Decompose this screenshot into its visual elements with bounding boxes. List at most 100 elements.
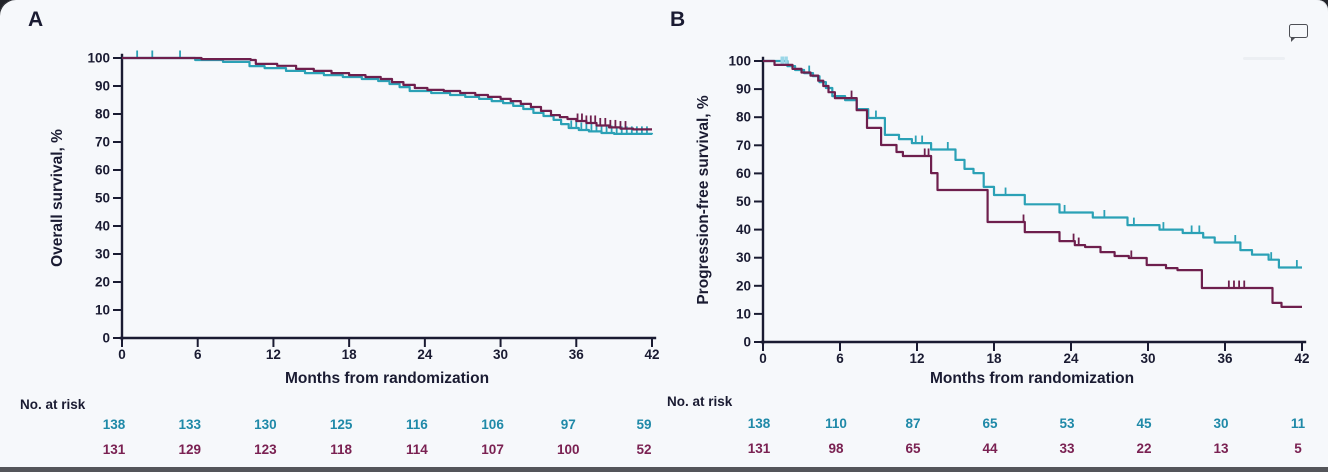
at-risk-value: 114	[406, 442, 428, 457]
at-risk-value: 30	[1213, 416, 1228, 431]
at-risk-value: 131	[748, 441, 771, 456]
at-risk-value: 107	[481, 442, 504, 457]
x-tick-label: 24	[417, 347, 433, 362]
at-risk-value: 106	[481, 417, 504, 432]
x-tick-label: 36	[569, 347, 585, 362]
x-tick-label: 36	[1217, 351, 1233, 366]
y-tick-label: 80	[736, 110, 751, 125]
panel-letter-b: B	[670, 8, 686, 31]
at-risk-row-arm-2-purple: 131 129 123 118 114 107 100 52	[103, 442, 652, 457]
arm-1-teal-censor-marks	[136, 50, 648, 135]
at-risk-value: 138	[748, 416, 771, 431]
series-arm-1-teal	[763, 56, 1302, 269]
at-risk-value: 130	[254, 417, 277, 432]
axes	[754, 56, 1307, 351]
y-axis-title-progression-free-survival: Progression-free survival, %	[695, 95, 712, 305]
arm-1-teal-curve	[122, 56, 654, 135]
at-risk-value: 53	[1059, 416, 1075, 431]
y-tick-label: 0	[743, 335, 751, 350]
y-tick-label: 70	[736, 138, 751, 153]
arm-2-purple-curve	[122, 56, 652, 131]
at-risk-value: 138	[103, 417, 126, 432]
at-risk-row-arm-1-teal: 138 133 130 125 116 106 97 59	[103, 417, 652, 432]
at-risk-value: 44	[982, 441, 998, 456]
at-risk-value: 123	[254, 442, 277, 457]
y-tick-label: 50	[736, 194, 751, 209]
tick-labels: 0 10 20 30 40 50 60 70 80 90 100 0 6 12 18 24 30 36 42	[728, 54, 1309, 367]
at-risk-value: 98	[828, 441, 844, 456]
arm-1-teal-curve	[763, 59, 1302, 269]
at-risk-value: 11	[1291, 416, 1306, 431]
y-tick-label: 80	[95, 107, 110, 122]
at-risk-row-arm-2-purple: 131 98 65 44 33 22 13 5	[748, 441, 1303, 456]
at-risk-value: 22	[1136, 441, 1151, 456]
series-arm-2-purple	[763, 59, 1302, 308]
at-risk-value: 13	[1213, 441, 1229, 456]
y-tick-label: 40	[736, 222, 751, 237]
no-at-risk-label-panel-b: No. at risk	[667, 394, 733, 409]
x-tick-label: 42	[644, 347, 659, 362]
faint-highlight-mark	[1243, 57, 1285, 60]
at-risk-table: 138 110 87 65 53 45 30 11 131 98 65 44 33 22 13 5	[748, 416, 1306, 456]
at-risk-table: 138 133 130 125 116 106 97 59 131 129 123 118 114 107…	[103, 417, 652, 457]
at-risk-value: 131	[103, 442, 126, 457]
x-tick-label: 30	[1140, 351, 1155, 366]
arm-1-teal-censor-marks	[780, 56, 1298, 269]
y-tick-label: 60	[736, 166, 751, 181]
y-tick-label: 30	[736, 250, 751, 265]
x-axis-title-panel-a: Months from randomization	[284, 370, 490, 387]
x-tick-label: 18	[986, 351, 1002, 366]
y-tick-label: 40	[95, 219, 110, 234]
x-tick-label: 6	[836, 351, 844, 366]
x-tick-label: 0	[118, 347, 126, 362]
at-risk-value: 59	[636, 417, 651, 432]
x-tick-label: 42	[1294, 351, 1309, 366]
series-arm-2-purple	[122, 56, 652, 131]
panel-letter-a: A	[28, 8, 44, 31]
x-tick-label: 12	[266, 347, 281, 362]
comment-bubble-icon[interactable]	[1289, 24, 1308, 42]
at-risk-value: 52	[636, 442, 651, 457]
y-tick-label: 100	[87, 51, 110, 66]
screenshot-corner-top-left	[0, 0, 16, 16]
y-axis-title-overall-survival: Overall survival, %	[49, 129, 66, 267]
at-risk-value: 33	[1059, 441, 1075, 456]
at-risk-value: 87	[905, 416, 920, 431]
at-risk-row-arm-1-teal: 138 110 87 65 53 45 30 11	[748, 416, 1306, 431]
arm-2-purple-curve	[763, 59, 1302, 308]
at-risk-value: 133	[178, 417, 201, 432]
at-risk-value: 118	[330, 442, 352, 457]
y-tick-label: 10	[736, 306, 751, 321]
at-risk-value: 97	[561, 417, 576, 432]
at-risk-value: 65	[982, 416, 998, 431]
y-tick-label: 70	[95, 135, 110, 150]
y-tick-label: 0	[102, 331, 110, 346]
at-risk-value: 65	[905, 441, 921, 456]
y-tick-label: 10	[95, 303, 110, 318]
y-tick-label: 100	[728, 54, 751, 69]
x-tick-label: 30	[493, 347, 508, 362]
y-tick-label: 20	[736, 278, 751, 293]
at-risk-value: 100	[557, 442, 580, 457]
x-tick-label: 18	[342, 347, 358, 362]
x-axis-title-panel-b: Months from randomization	[929, 370, 1135, 387]
x-tick-label: 6	[194, 347, 202, 362]
at-risk-value: 110	[825, 416, 847, 431]
x-tick-label: 12	[909, 351, 924, 366]
y-tick-label: 90	[95, 79, 110, 94]
at-risk-value: 5	[1294, 441, 1302, 456]
y-tick-label: 50	[95, 191, 110, 206]
series-arm-1-teal	[122, 50, 654, 135]
at-risk-value: 125	[330, 417, 353, 432]
tick-labels: 0 10 20 30 40 50 60 70 80 90 100 0 6 12 18 24 30 36 42	[87, 51, 659, 363]
at-risk-value: 129	[178, 442, 201, 457]
at-risk-value: 45	[1136, 416, 1152, 431]
bottom-edge-bar	[0, 467, 1328, 472]
y-tick-label: 30	[95, 247, 110, 262]
arm-2-purple-censor-marks	[576, 113, 627, 130]
y-tick-label: 90	[736, 82, 751, 97]
